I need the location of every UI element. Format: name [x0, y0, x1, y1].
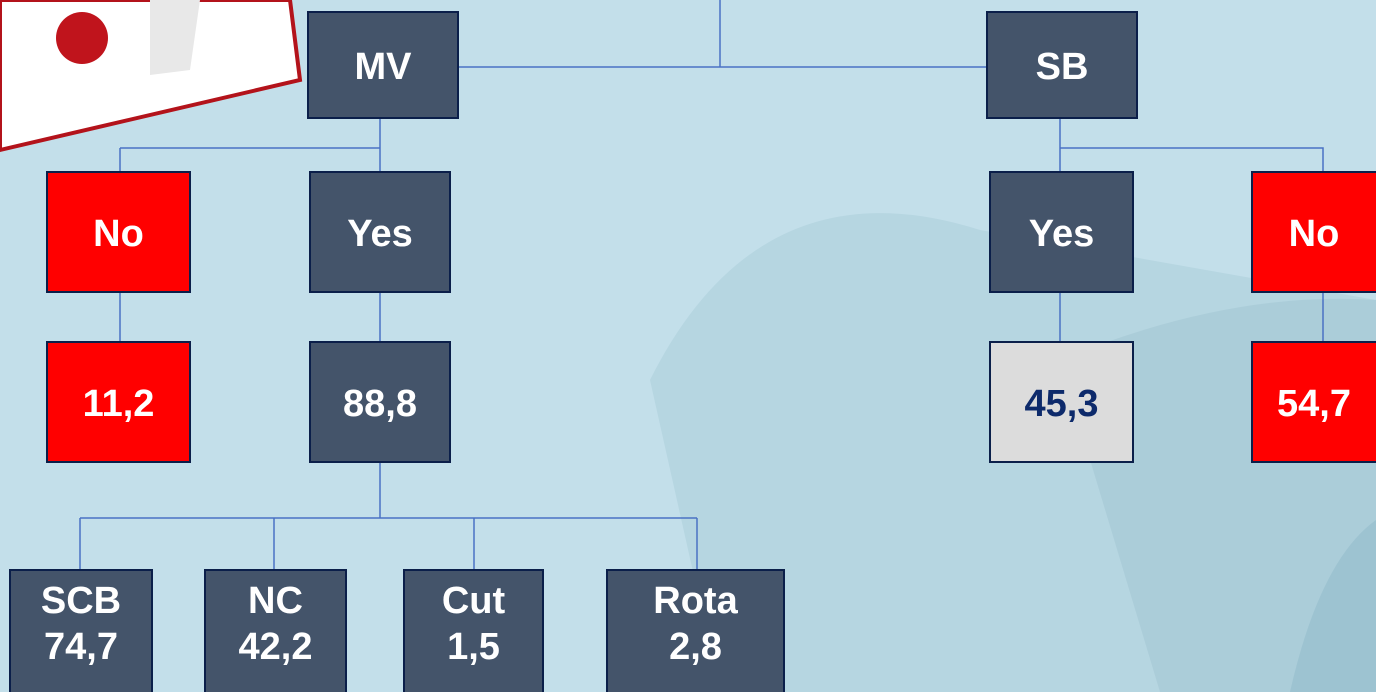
- node-label: Cut: [442, 580, 506, 622]
- node-label: 11,2: [83, 383, 155, 425]
- node-label: 45,3: [1025, 383, 1099, 425]
- node-label: NC: [248, 580, 303, 622]
- node-label: 42,2: [239, 626, 313, 668]
- node-label: SCB: [41, 580, 121, 622]
- node-label: 74,7: [44, 626, 118, 668]
- page: {"nodes": [ {"lines": ["MV"]}, {"lines":…: [0, 0, 1376, 692]
- node-label: No: [1289, 213, 1340, 255]
- node-label: No: [93, 213, 144, 255]
- diagram: MV SB No Yes 11,2 88,8 Yes No 45,3 54,7 SCB74,7 NC4…: [0, 0, 1376, 692]
- node-label: Rota: [653, 580, 738, 622]
- node-label: 54,7: [1277, 383, 1351, 425]
- node-label: 1,5: [447, 626, 500, 668]
- node-label: Yes: [1029, 213, 1095, 255]
- node-label: Yes: [347, 213, 413, 255]
- node-label: SB: [1036, 46, 1089, 88]
- node-label: MV: [355, 46, 413, 88]
- node-label: 88,8: [343, 383, 417, 425]
- node-label: 2,8: [669, 626, 722, 668]
